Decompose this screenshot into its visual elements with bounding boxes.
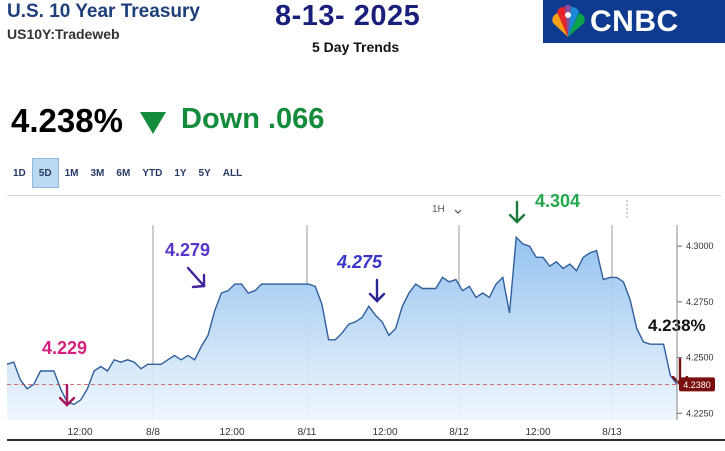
y-tick-label: 4.3000: [686, 241, 714, 251]
instrument-symbol: US10Y:Tradeweb: [7, 26, 120, 42]
annotation-label: 4.279: [165, 240, 210, 260]
range-5d[interactable]: 5D: [31, 158, 59, 188]
annotation-arrow-icon: [368, 278, 386, 303]
annotation-label: 4.304: [535, 191, 580, 211]
chevron-down-icon[interactable]: [454, 209, 462, 214]
annotation-arrow-icon: [186, 266, 206, 289]
price-change: Down .066: [181, 103, 325, 135]
annotation-label: 4.275: [336, 252, 383, 272]
range-1y[interactable]: 1Y: [174, 167, 187, 179]
peacock-icon: [552, 5, 585, 37]
area-fill: [7, 237, 677, 420]
x-tick-label: 12:00: [67, 427, 92, 438]
range-1m[interactable]: 1M: [64, 167, 79, 179]
range-5y[interactable]: 5Y: [198, 167, 211, 179]
current-price: 4.238%: [11, 102, 123, 139]
x-tick-label: 12:00: [372, 427, 397, 438]
chart-date: 8-13- 2025: [275, 0, 421, 32]
x-tick-label: 8/8: [146, 427, 160, 438]
series-line: [6, 235, 678, 406]
chart-top-border: [7, 195, 721, 196]
x-tick-label: 8/13: [602, 427, 622, 438]
x-tick-label: 12:00: [525, 427, 550, 438]
annotation-arrow-icon: [58, 383, 76, 407]
annotation-label: 4.229: [42, 338, 87, 358]
annotation-arrow-icon: [508, 200, 526, 224]
range-ytd[interactable]: YTD: [142, 167, 163, 179]
instrument-title: U.S. 10 Year Treasury: [7, 1, 200, 22]
y-tick-label: 4.2750: [686, 297, 714, 307]
current-value-tag: [679, 377, 715, 392]
x-tick-label: 8/12: [449, 427, 469, 438]
range-selector: 1D 5D 1M 3M 6M YTD 1Y 5Y ALL: [7, 158, 248, 188]
range-6m[interactable]: 6M: [116, 167, 131, 179]
y-tick-label: 4.2250: [686, 408, 714, 418]
x-tick-label: 8/11: [298, 427, 317, 438]
range-3m[interactable]: 3M: [90, 167, 105, 179]
y-tick-label: 4.2500: [686, 353, 714, 363]
interval-label[interactable]: 1H: [432, 204, 445, 215]
x-tick-label: 12:00: [219, 427, 244, 438]
trend-label: 5 Day Trends: [312, 39, 400, 55]
range-1d[interactable]: 1D: [13, 167, 26, 179]
brand-name: CNBC: [590, 5, 679, 38]
down-triangle-icon: [140, 112, 166, 134]
current-value-label: 4.2380: [683, 380, 711, 390]
range-all[interactable]: ALL: [222, 167, 243, 179]
cnbc-logo: CNBC: [543, 0, 725, 43]
